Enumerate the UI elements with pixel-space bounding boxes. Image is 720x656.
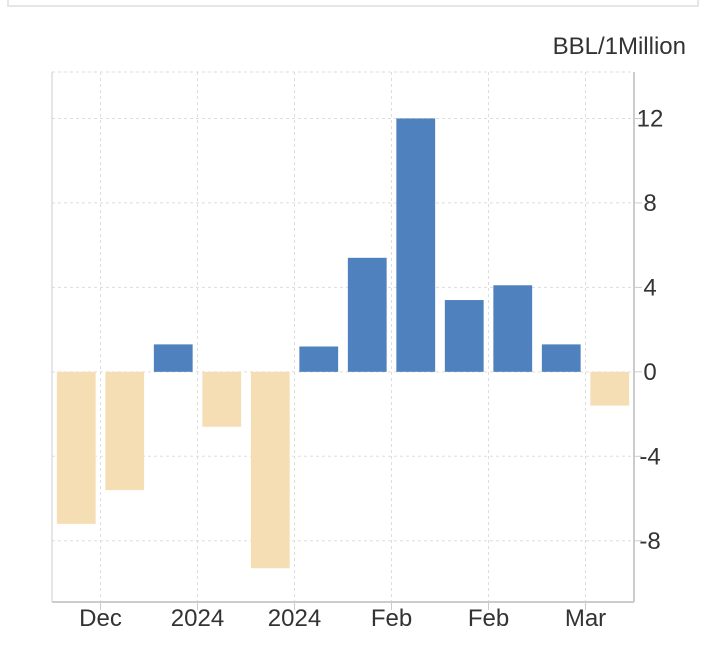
bar-5 — [299, 346, 339, 372]
bar-9 — [493, 285, 533, 372]
bar-6 — [347, 257, 387, 372]
tick-labels: 12 8 4 0 -4 -8 Dec 2024 2024 Feb Feb Mar — [79, 105, 663, 632]
y-tick-label-3: 0 — [643, 359, 656, 386]
y-tick-label-5: -8 — [639, 528, 660, 555]
unit-label: BBL/1Million — [553, 33, 686, 60]
x-tick-label-3: Feb — [371, 605, 412, 632]
bar-11 — [590, 371, 630, 406]
bar-3 — [202, 371, 242, 427]
bar-8 — [444, 300, 484, 372]
bars — [56, 118, 630, 569]
bar-0 — [56, 371, 96, 524]
x-tick-label-1: 2024 — [171, 605, 224, 632]
x-tick-label-0: Dec — [79, 605, 122, 632]
bar-2 — [153, 344, 193, 372]
y-tick-label-0: 12 — [637, 105, 664, 132]
axes — [51, 72, 642, 610]
y-tick-label-2: 4 — [643, 274, 656, 301]
x-tick-label-5: Mar — [565, 605, 606, 632]
bar-7 — [396, 118, 436, 372]
grid-lines — [52, 71, 634, 602]
top-frame — [7, 0, 699, 7]
x-tick-label-2: 2024 — [268, 605, 321, 632]
bar-10 — [541, 344, 581, 372]
bar-4 — [250, 371, 290, 569]
y-tick-label-1: 8 — [643, 190, 656, 217]
y-tick-label-4: -4 — [639, 443, 660, 470]
x-tick-label-4: Feb — [468, 605, 509, 632]
bar-1 — [105, 371, 145, 491]
